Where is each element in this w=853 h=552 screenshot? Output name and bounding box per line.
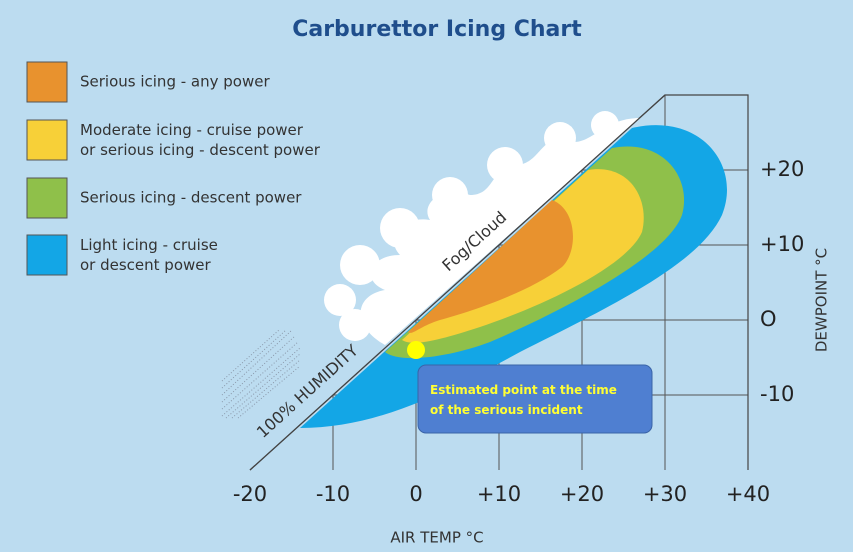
annotation-box — [418, 365, 652, 433]
x-tick-label: -20 — [233, 482, 267, 506]
legend-label: Serious icing - any power — [80, 73, 270, 91]
legend-swatch — [27, 178, 67, 218]
legend-swatch — [27, 120, 67, 160]
legend-swatch — [27, 62, 67, 102]
y-tick-label: O — [760, 307, 777, 331]
x-tick-label: 0 — [409, 482, 422, 506]
y-tick-label: -10 — [760, 382, 794, 406]
x-tick-label: +30 — [643, 482, 687, 506]
x-axis-label: AIR TEMP °C — [390, 529, 483, 547]
chart: Carburettor Icing Chart 100% HUMIDITY Fo… — [0, 0, 853, 552]
x-tick-label: +20 — [560, 482, 604, 506]
legend-label: Serious icing - descent power — [80, 189, 302, 207]
legend-swatch — [27, 235, 67, 275]
y-tick-label: +20 — [760, 157, 804, 181]
x-tick-label: +40 — [726, 482, 770, 506]
x-tick-label: -10 — [316, 482, 350, 506]
legend: Serious icing - any power Moderate icing … — [27, 62, 321, 275]
x-tick-label: +10 — [477, 482, 521, 506]
y-tick-label: +10 — [760, 232, 804, 256]
data-point — [407, 341, 425, 359]
chart-title: Carburettor Icing Chart — [292, 17, 582, 42]
y-axis-label: DEWPOINT °C — [813, 248, 831, 352]
